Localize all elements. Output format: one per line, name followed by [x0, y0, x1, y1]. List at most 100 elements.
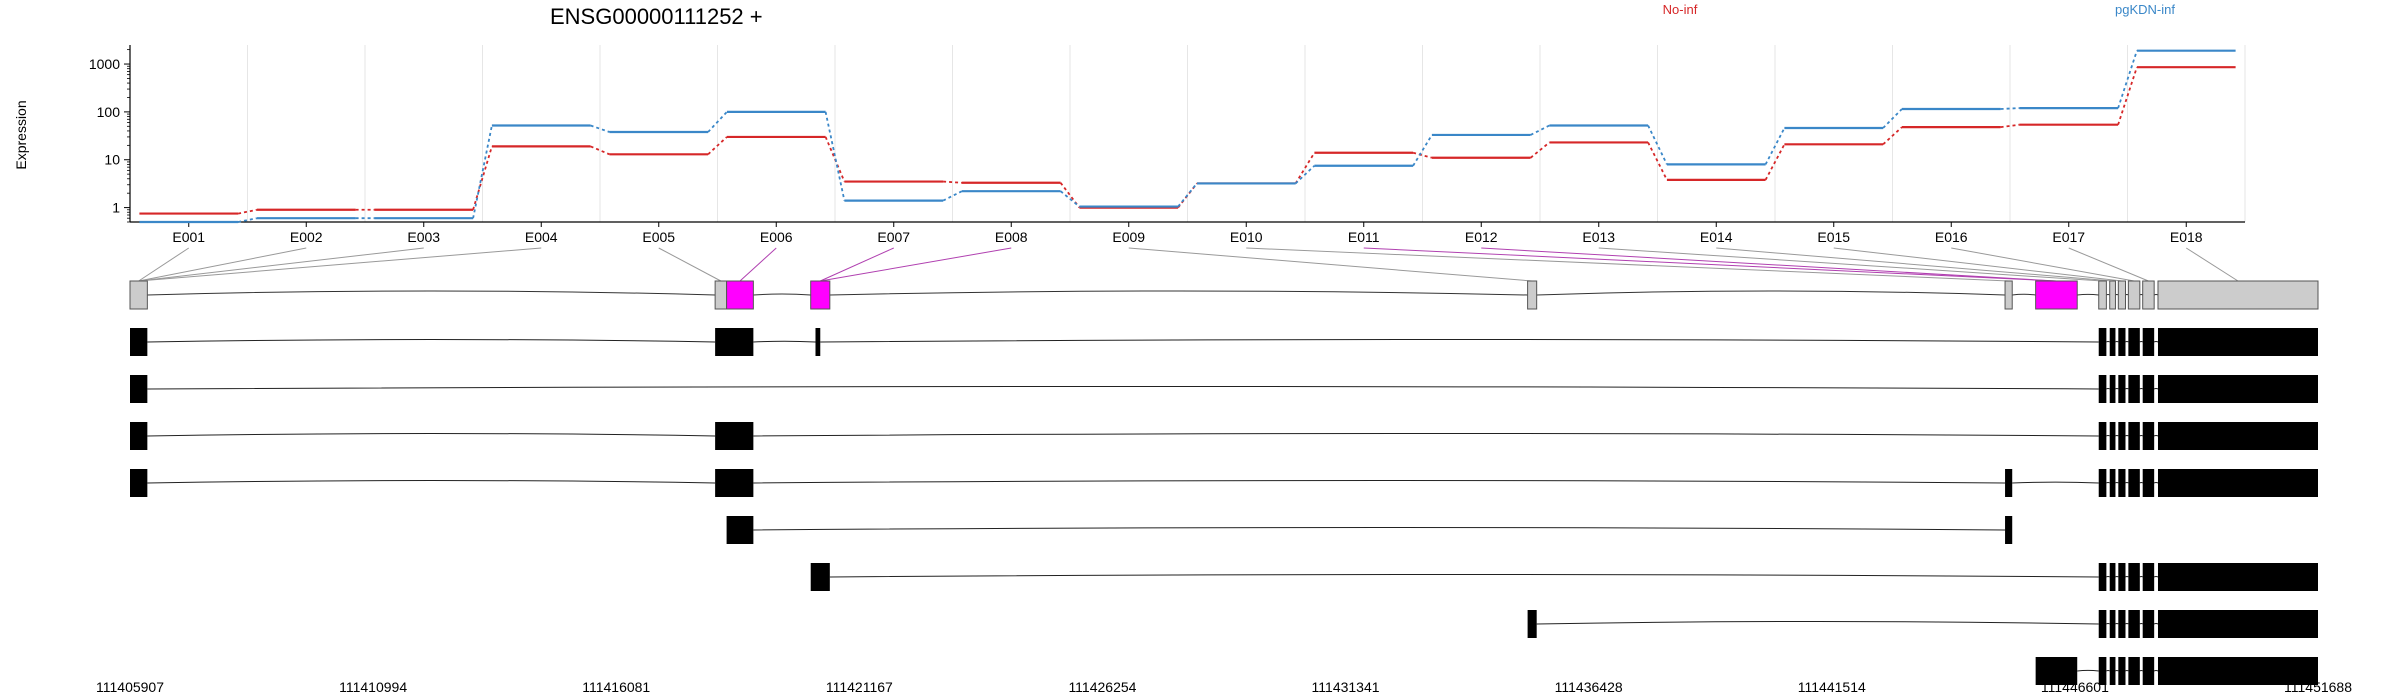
x-tick-label-E001: E001 [172, 229, 205, 245]
transcript-intron [2125, 622, 2129, 625]
transcript-exon [2005, 516, 2013, 544]
transcript-exon [130, 422, 148, 450]
gene-intron [829, 290, 1528, 296]
transcript-exon [2157, 328, 2318, 356]
transcript-exon [2128, 657, 2140, 685]
connector-pgKDN-inf-E017 [2117, 50, 2138, 109]
x-tick-label-E017: E017 [2052, 229, 2085, 245]
transcript-exon [2098, 375, 2107, 403]
transcript-intron [753, 480, 2006, 484]
coordinate-label-111431341: 111431341 [1312, 679, 1380, 695]
x-tick-label-E010: E010 [1230, 229, 1263, 245]
transcript-exon [2109, 375, 2116, 403]
connector-pgKDN-inf-E009 [1177, 182, 1198, 208]
connector-pgKDN-inf-E003 [472, 125, 493, 219]
transcript-1 [130, 328, 2318, 356]
gene-intron [147, 290, 716, 296]
gene-exon-9 [2109, 280, 2116, 310]
transcript-exon [2157, 422, 2318, 450]
transcript-intron [2115, 622, 2119, 625]
transcript-intron [2106, 575, 2110, 578]
gene-exon-6 [2004, 280, 2013, 310]
coordinate-label-111410994: 111410994 [339, 679, 407, 695]
axes: 1 10 100 1000 E001 E002 E003 E004 E005 E006 E007 E0… [89, 45, 2245, 245]
transcript-exon [2109, 657, 2116, 685]
transcript-exon [2157, 469, 2318, 497]
transcript-exon [2005, 469, 2013, 497]
transcript-intron [2139, 622, 2143, 625]
exon-map-E002 [138, 247, 307, 282]
transcript-exon [2098, 328, 2107, 356]
transcript-exon [2142, 328, 2155, 356]
transcript-4 [130, 469, 2318, 497]
transcript-intron [2153, 340, 2159, 343]
series-lines [139, 49, 2236, 224]
connector-pgKDN-inf-E005 [707, 111, 728, 133]
transcript-exon [2142, 657, 2155, 685]
chart-title: ENSG00000111252 + [550, 4, 763, 29]
coordinate-label-111405907: 111405907 [96, 679, 164, 695]
transcript-intron [2125, 481, 2129, 484]
transcript-intron [2125, 387, 2129, 390]
transcript-intron [2125, 575, 2129, 578]
gene-exon-7 [2035, 280, 2078, 310]
transcript-intron [2139, 387, 2143, 390]
x-tick-label-E002: E002 [290, 229, 323, 245]
transcript-exon [2098, 610, 2107, 638]
transcript-exon [130, 469, 148, 497]
gene-intron [2077, 293, 2099, 296]
connector-No-inf-E015 [1882, 126, 1903, 145]
transcript-exon [2128, 469, 2140, 497]
transcript-exon [2128, 563, 2140, 591]
exon-map-E012 [1481, 247, 2057, 282]
transcript-exon [2118, 657, 2126, 685]
x-tick-label-E011: E011 [1348, 229, 1380, 245]
transcript-exon [2098, 422, 2107, 450]
y-tick-label-1000: 1000 [89, 56, 120, 72]
y-tick-label-1: 1 [112, 200, 120, 216]
transcript-exon [130, 328, 148, 356]
coordinate-label-111421167: 111421167 [826, 679, 893, 695]
transcript-exon [2109, 422, 2116, 450]
x-tick-label-E014: E014 [1700, 229, 1733, 245]
transcript-exon [726, 516, 754, 544]
transcript-intron [2153, 575, 2159, 578]
gene-exon-13 [2157, 280, 2319, 310]
x-tick-label-E008: E008 [995, 229, 1028, 245]
exon-map-E001 [138, 247, 190, 282]
connector-pgKDN-inf-E013 [1647, 125, 1668, 165]
x-tick-label-E004: E004 [525, 229, 558, 245]
transcript-intron [820, 339, 2099, 343]
legend-pgkdn-inf: pgKDN-inf [2115, 2, 2175, 17]
transcript-intron [753, 433, 2099, 437]
transcript-intron [2139, 434, 2143, 437]
transcript-exon [2118, 375, 2126, 403]
transcript-intron [2106, 622, 2110, 625]
gene-exon-1 [129, 280, 148, 310]
transcript-exon [2098, 657, 2107, 685]
transcript-exon [2098, 563, 2107, 591]
transcript-exon [715, 469, 754, 497]
gene-intron [2012, 293, 2036, 296]
exon-map-E007 [820, 247, 894, 282]
transcript-exon [2109, 563, 2116, 591]
transcript-intron [147, 339, 716, 343]
connector-No-inf-E005 [707, 136, 728, 155]
transcript-exon [2128, 375, 2140, 403]
transcript-exon [2128, 422, 2140, 450]
transcript-intron [2115, 387, 2119, 390]
transcript-exon [715, 422, 754, 450]
transcript-intron [2125, 669, 2129, 672]
transcript-8 [2035, 657, 2318, 685]
transcript-intron [2115, 669, 2119, 672]
gene-exon-3 [726, 280, 754, 310]
transcript-exon [2142, 375, 2155, 403]
coordinate-label-111446601: 111446601 [2041, 679, 2109, 695]
gene-exon-8 [2098, 280, 2107, 310]
gene-intron [2106, 293, 2110, 296]
exon-map-E014 [1716, 247, 2113, 282]
exon-map-E006 [739, 247, 777, 282]
connector-pgKDN-inf-E011 [1412, 134, 1433, 167]
transcript-exon [2142, 610, 2155, 638]
